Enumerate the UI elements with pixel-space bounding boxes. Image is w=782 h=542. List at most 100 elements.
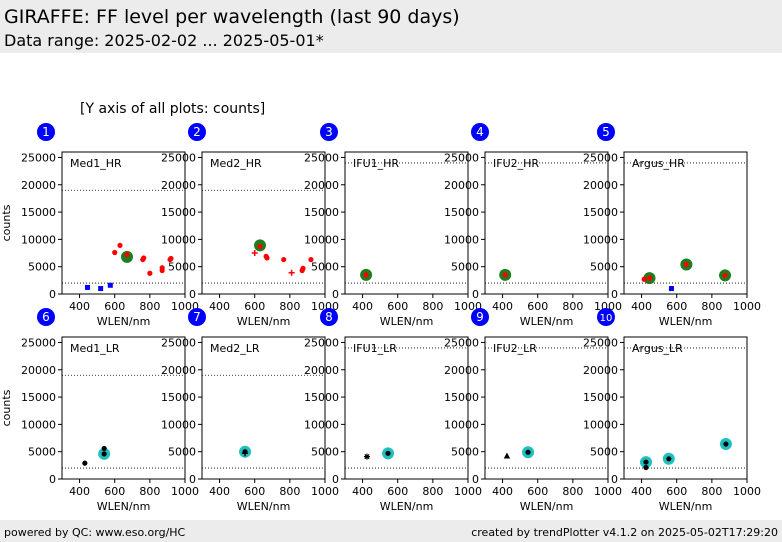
y-axis-label: counts bbox=[0, 389, 13, 426]
data-point bbox=[363, 272, 369, 278]
y-tick-label: 10000 bbox=[21, 233, 56, 246]
x-tick-label: 800 bbox=[701, 485, 722, 498]
y-tick-label: 25000 bbox=[444, 151, 479, 164]
y-tick-label: 15000 bbox=[161, 206, 196, 219]
y-tick-label: 15000 bbox=[21, 391, 56, 404]
y-tick-label: 10000 bbox=[583, 418, 618, 431]
panel-index-label: 3 bbox=[325, 125, 333, 139]
plot-frame bbox=[344, 336, 469, 480]
x-tick-label: 800 bbox=[279, 300, 300, 313]
x-axis-label: WLEN/nm bbox=[97, 500, 151, 513]
panel-label: IFU2_LR bbox=[493, 342, 537, 355]
x-tick-label: 1000 bbox=[733, 485, 761, 498]
x-tick-label: 1000 bbox=[454, 485, 482, 498]
x-axis-label: WLEN/nm bbox=[520, 315, 574, 328]
y-tick-label: 10000 bbox=[304, 233, 339, 246]
y-tick-label: 5000 bbox=[168, 261, 196, 274]
data-point bbox=[112, 249, 118, 256]
panel-index-badge bbox=[471, 123, 489, 141]
x-tick-label: 800 bbox=[139, 300, 160, 313]
y-tick-label: 10000 bbox=[161, 418, 196, 431]
x-tick-label: 800 bbox=[422, 300, 443, 313]
y-tick-label: 15000 bbox=[444, 391, 479, 404]
y-tick-label: 5000 bbox=[590, 261, 618, 274]
x-tick-label: 400 bbox=[492, 300, 513, 313]
y-tick-label: 25000 bbox=[583, 151, 618, 164]
y-tick-label: 0 bbox=[332, 473, 339, 486]
panel-index-label: 7 bbox=[193, 310, 201, 324]
data-point bbox=[666, 456, 672, 462]
panel-index-label: 1 bbox=[42, 125, 50, 139]
x-tick-label: 600 bbox=[387, 300, 408, 313]
y-tick-label: 0 bbox=[611, 473, 618, 486]
panel-index-badge bbox=[37, 123, 55, 141]
y-tick-label: 15000 bbox=[583, 391, 618, 404]
data-point bbox=[363, 453, 370, 460]
y-tick-label: 10000 bbox=[161, 233, 196, 246]
data-point bbox=[242, 450, 249, 457]
panel-label: Med2_HR bbox=[210, 157, 262, 170]
y-tick-label: 5000 bbox=[28, 446, 56, 459]
x-axis-label: WLEN/nm bbox=[659, 500, 713, 513]
panel-index-label: 8 bbox=[325, 310, 333, 324]
data-range: Data range: 2025-02-02 ... 2025-05-01* bbox=[4, 31, 324, 50]
data-point bbox=[288, 269, 295, 276]
data-point bbox=[264, 255, 270, 261]
x-tick-label: 800 bbox=[422, 485, 443, 498]
panel-index-label: 4 bbox=[476, 125, 484, 139]
x-tick-label: 1000 bbox=[311, 485, 339, 498]
y-tick-label: 5000 bbox=[28, 261, 56, 274]
y-tick-label: 0 bbox=[611, 288, 618, 301]
x-axis-label: WLEN/nm bbox=[520, 500, 574, 513]
y-tick-label: 25000 bbox=[21, 336, 56, 349]
y-tick-label: 0 bbox=[189, 288, 196, 301]
x-tick-label: 1000 bbox=[594, 485, 622, 498]
x-tick-label: 400 bbox=[209, 485, 230, 498]
x-tick-label: 800 bbox=[701, 300, 722, 313]
y-tick-label: 0 bbox=[472, 288, 479, 301]
x-tick-label: 800 bbox=[562, 485, 583, 498]
panel-label: Med1_HR bbox=[70, 157, 122, 170]
y-tick-label: 20000 bbox=[304, 179, 339, 192]
y-tick-label: 15000 bbox=[304, 391, 339, 404]
panel-label: IFU1_HR bbox=[353, 157, 399, 170]
x-tick-label: 400 bbox=[69, 300, 90, 313]
y-tick-label: 10000 bbox=[583, 233, 618, 246]
panel-index-badge bbox=[471, 308, 489, 326]
y-tick-label: 10000 bbox=[444, 418, 479, 431]
y-tick-label: 25000 bbox=[444, 336, 479, 349]
y-tick-label: 20000 bbox=[583, 364, 618, 377]
x-tick-label: 800 bbox=[562, 300, 583, 313]
data-point bbox=[101, 451, 107, 457]
x-tick-label: 600 bbox=[104, 300, 125, 313]
y-tick-label: 0 bbox=[49, 288, 56, 301]
y-tick-label: 20000 bbox=[161, 364, 196, 377]
data-point bbox=[281, 256, 287, 263]
data-point bbox=[502, 272, 508, 278]
panel-index-badge bbox=[597, 308, 615, 326]
data-point bbox=[503, 452, 511, 459]
panel-index-badge bbox=[188, 308, 206, 326]
y-tick-label: 0 bbox=[472, 473, 479, 486]
x-tick-label: 600 bbox=[527, 485, 548, 498]
panel-index-badge bbox=[37, 308, 55, 326]
x-tick-label: 600 bbox=[104, 485, 125, 498]
page-title: GIRAFFE: FF level per wavelength (last 9… bbox=[4, 6, 460, 28]
data-point bbox=[668, 286, 674, 292]
data-point bbox=[168, 255, 174, 262]
y-tick-label: 15000 bbox=[304, 206, 339, 219]
data-point bbox=[147, 270, 153, 276]
data-point bbox=[525, 449, 531, 455]
panel-index-label: 5 bbox=[602, 125, 610, 139]
x-tick-label: 1000 bbox=[171, 485, 199, 498]
x-axis-label: WLEN/nm bbox=[659, 315, 713, 328]
data-point bbox=[646, 275, 653, 281]
x-tick-label: 600 bbox=[244, 485, 265, 498]
data-point bbox=[641, 276, 647, 282]
x-axis-label: WLEN/nm bbox=[237, 315, 291, 328]
plot-frame bbox=[201, 151, 326, 295]
x-tick-label: 400 bbox=[492, 485, 513, 498]
y-tick-label: 10000 bbox=[304, 418, 339, 431]
y-tick-label: 20000 bbox=[21, 364, 56, 377]
x-axis-label: WLEN/nm bbox=[97, 315, 151, 328]
